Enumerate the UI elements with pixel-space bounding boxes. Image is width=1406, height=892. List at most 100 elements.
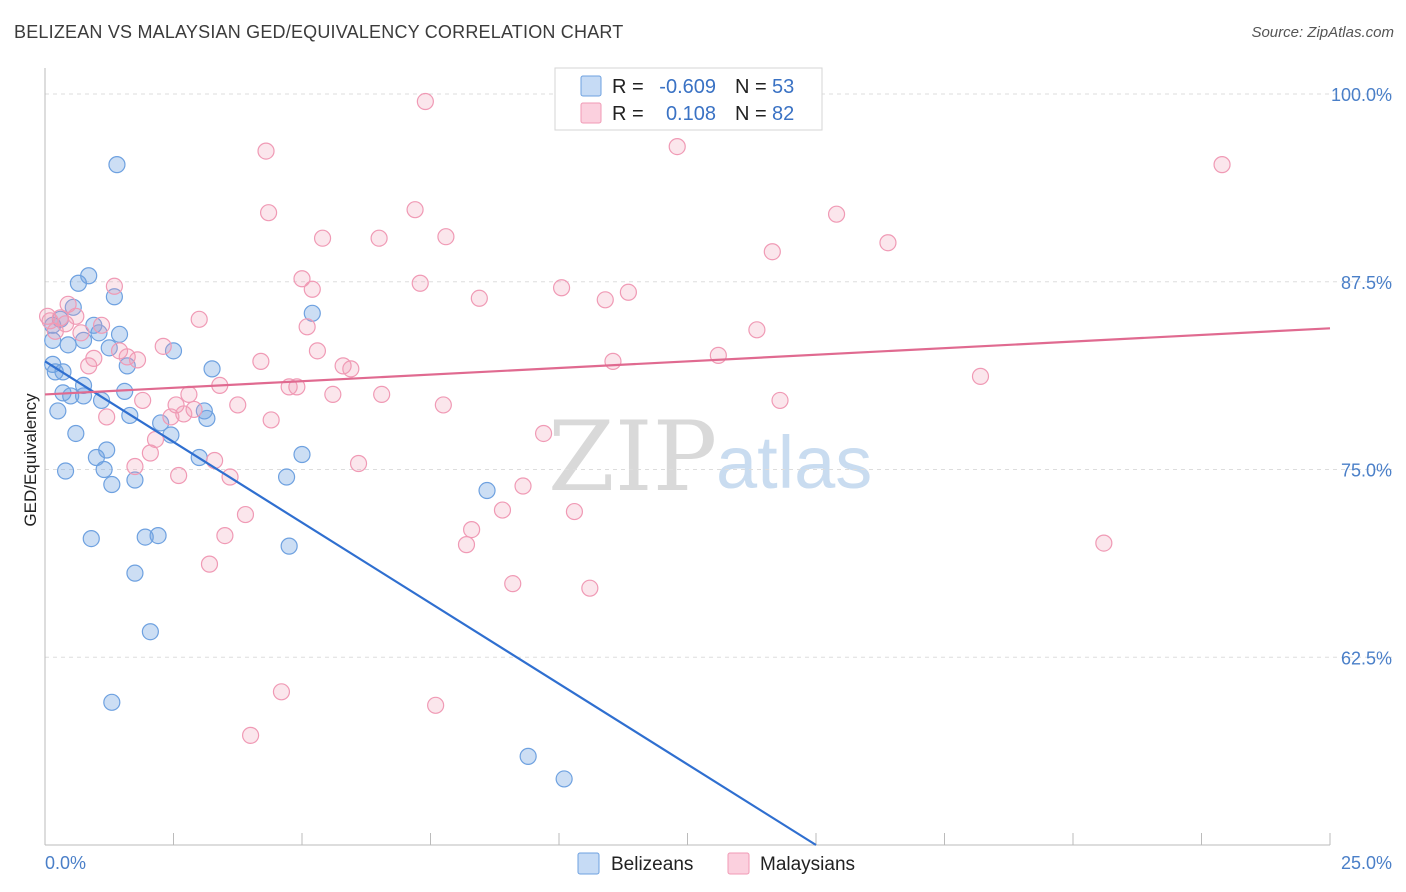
point-belizeans: [198, 409, 216, 428]
point-malaysians: [272, 683, 291, 701]
point-malaysians: [416, 92, 434, 111]
point-malaysians: [257, 142, 275, 160]
point-malaysians: [72, 324, 90, 342]
point-malaysians: [552, 279, 571, 297]
chart-title: BELIZEAN VS MALAYSIAN GED/EQUIVALENCY CO…: [14, 22, 624, 42]
y-tick-labels: 62.5% 75.0% 87.5% 100.0%: [1331, 85, 1392, 668]
watermark-atlas: atlas: [716, 421, 872, 504]
y-tick-label: 100.0%: [1331, 85, 1392, 105]
point-malaysians: [668, 137, 686, 156]
y-tick-label: 62.5%: [1341, 648, 1392, 668]
point-malaysians: [463, 520, 481, 539]
point-belizeans: [110, 325, 129, 343]
point-belizeans: [49, 402, 67, 420]
point-belizeans: [555, 770, 573, 788]
legend-swatch-belizeans: [580, 75, 602, 97]
y-tick-label: 87.5%: [1341, 273, 1392, 293]
point-malaysians: [470, 289, 488, 307]
x-tick-label-max: 25.0%: [1341, 853, 1392, 873]
point-malaysians: [504, 575, 522, 593]
point-malaysians: [619, 283, 637, 301]
point-malaysians: [457, 536, 476, 554]
point-belizeans: [203, 360, 221, 378]
point-malaysians: [427, 696, 445, 714]
point-malaysians: [437, 228, 455, 246]
point-malaysians: [175, 405, 193, 423]
point-belizeans: [126, 471, 144, 489]
point-malaysians: [434, 396, 452, 414]
point-belizeans: [141, 623, 159, 641]
point-malaysians: [406, 201, 424, 219]
legend-r-label: R =: [612, 103, 644, 125]
point-malaysians: [303, 280, 321, 298]
point-malaysians: [170, 466, 188, 485]
legend-n-label: N =: [735, 76, 767, 98]
point-belizeans: [103, 475, 121, 494]
point-malaysians: [118, 348, 136, 366]
point-belizeans: [56, 462, 75, 480]
point-malaysians: [324, 385, 342, 404]
point-malaysians: [236, 505, 255, 524]
point-malaysians: [216, 526, 234, 545]
legend-r-label: R =: [612, 76, 644, 98]
series-legend: Belizeans Malaysians: [577, 852, 855, 875]
point-malaysians: [1095, 534, 1113, 552]
point-malaysians: [493, 501, 512, 519]
legend-swatch-malaysians: [580, 102, 602, 124]
point-malaysians: [262, 411, 280, 429]
point-malaysians: [298, 318, 316, 336]
point-malaysians: [252, 352, 270, 370]
point-belizeans: [95, 460, 113, 479]
point-malaysians: [313, 229, 332, 247]
point-malaysians: [128, 351, 147, 369]
point-belizeans: [59, 336, 77, 354]
x-ticks: [44, 833, 1331, 845]
point-belizeans: [82, 529, 100, 548]
point-malaysians: [126, 457, 144, 476]
point-malaysians: [67, 307, 85, 325]
bottom-legend-swatch-belizeans: [577, 852, 600, 875]
y-axis-label: GED/Equivalency: [21, 393, 40, 527]
bottom-legend-swatch-malaysians: [727, 852, 750, 875]
point-belizeans: [280, 537, 298, 555]
point-malaysians: [259, 204, 278, 222]
point-belizeans: [67, 424, 85, 443]
point-belizeans: [478, 481, 496, 500]
point-malaysians: [206, 451, 224, 470]
point-malaysians: [105, 277, 123, 295]
point-malaysians: [596, 291, 614, 309]
point-malaysians: [134, 391, 152, 410]
point-malaysians: [308, 342, 327, 360]
point-malaysians: [180, 385, 198, 404]
point-malaysians: [242, 726, 260, 744]
point-belizeans: [149, 526, 167, 545]
point-malaysians: [59, 295, 77, 313]
point-malaysians: [98, 408, 116, 426]
bottom-legend-label-malaysians: Malaysians: [760, 854, 855, 875]
legend-n-value-belizeans: 53: [772, 76, 794, 98]
point-belizeans: [152, 414, 170, 432]
trendline-malaysians: [44, 327, 1331, 396]
point-malaysians: [229, 396, 247, 414]
point-belizeans: [103, 693, 121, 711]
stats-legend: R = -0.609 N = 53 R = 0.108 N = 82: [554, 67, 823, 131]
point-malaysians: [185, 400, 203, 419]
point-malaysians: [827, 205, 846, 223]
y-tick-label: 75.0%: [1341, 461, 1392, 481]
point-malaysians: [92, 316, 111, 334]
legend-n-label: N =: [735, 103, 767, 125]
point-malaysians: [154, 337, 172, 355]
point-malaysians: [534, 424, 553, 443]
legend-n-value-malaysians: 82: [772, 103, 794, 125]
point-malaysians: [1213, 156, 1231, 174]
point-belizeans: [126, 564, 144, 582]
legend-r-value-malaysians: 0.108: [666, 103, 716, 125]
point-malaysians: [370, 229, 388, 247]
point-belizeans: [108, 156, 126, 174]
point-malaysians: [293, 270, 311, 288]
data-points: [38, 92, 1231, 788]
point-malaysians: [411, 274, 429, 292]
point-malaysians: [190, 310, 208, 328]
x-tick-label-min: 0.0%: [45, 853, 86, 873]
point-malaysians: [514, 477, 532, 495]
